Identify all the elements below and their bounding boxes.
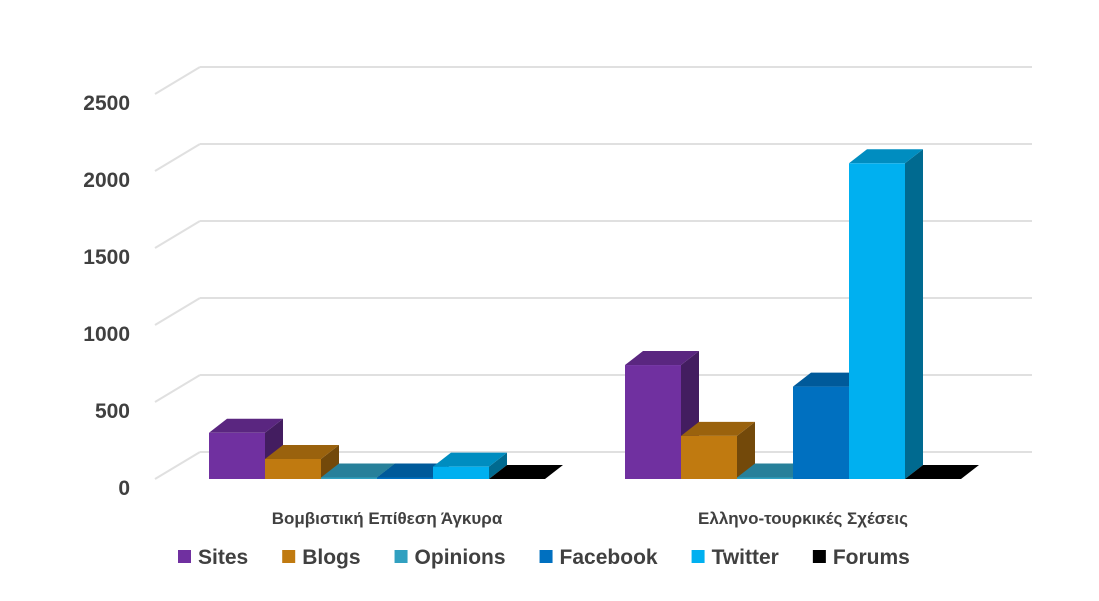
bar-side: [905, 149, 923, 480]
grid-line-depth: [154, 143, 201, 172]
grid-line-depth: [154, 66, 201, 95]
bar: [793, 386, 849, 479]
bar-top: [737, 463, 811, 478]
bar: [625, 365, 681, 479]
bar-top: [265, 444, 339, 459]
bar: [209, 432, 265, 479]
legend-label: Forums: [833, 546, 910, 569]
legend-swatch: [539, 550, 553, 563]
legend-label: Facebook: [560, 546, 658, 569]
legend-swatch: [812, 550, 826, 563]
grid-line-depth: [154, 451, 201, 480]
y-tick-label: 2500: [83, 92, 130, 115]
bar-top: [377, 463, 451, 478]
bar-top: [209, 418, 283, 433]
bar-top: [793, 372, 867, 387]
bar: [737, 477, 793, 479]
x-tick-label: Βομβιστική Επίθεση Άγκυρα: [272, 509, 503, 528]
bar: [377, 477, 433, 479]
bar-side: [489, 452, 507, 479]
bar: [849, 163, 905, 480]
legend-swatch: [691, 550, 705, 563]
legend-swatch: [394, 550, 408, 563]
bar: [265, 458, 321, 479]
legend-label: Opinions: [415, 546, 506, 569]
grid-line-depth: [154, 374, 201, 403]
x-tick-label: Ελληνο-τουρκικές Σχέσεις: [698, 509, 908, 528]
bar-side: [737, 421, 755, 479]
bar-top: [433, 452, 507, 467]
bar: [321, 477, 377, 479]
bar-side: [321, 444, 339, 479]
y-tick-label: 0: [118, 477, 130, 500]
bar-top: [625, 351, 699, 366]
y-tick-label: 1500: [83, 246, 130, 269]
bar-top: [321, 463, 395, 478]
legend-label: Sites: [198, 546, 248, 569]
legend-label: Twitter: [712, 546, 779, 569]
y-tick-label: 1000: [83, 323, 130, 346]
legend-label: Blogs: [302, 546, 360, 569]
bar-top: [849, 149, 923, 164]
bar-top: [905, 465, 979, 479]
y-tick-label: 500: [95, 400, 130, 423]
legend-swatch: [178, 550, 191, 563]
bar: [433, 466, 489, 479]
bar-top: [681, 421, 755, 436]
legend-swatch: [282, 550, 296, 563]
bar: [681, 435, 737, 479]
bar-top: [489, 465, 563, 479]
y-tick-label: 2000: [83, 169, 130, 192]
grid-line-depth: [154, 297, 201, 326]
grid-line-depth: [154, 220, 201, 249]
